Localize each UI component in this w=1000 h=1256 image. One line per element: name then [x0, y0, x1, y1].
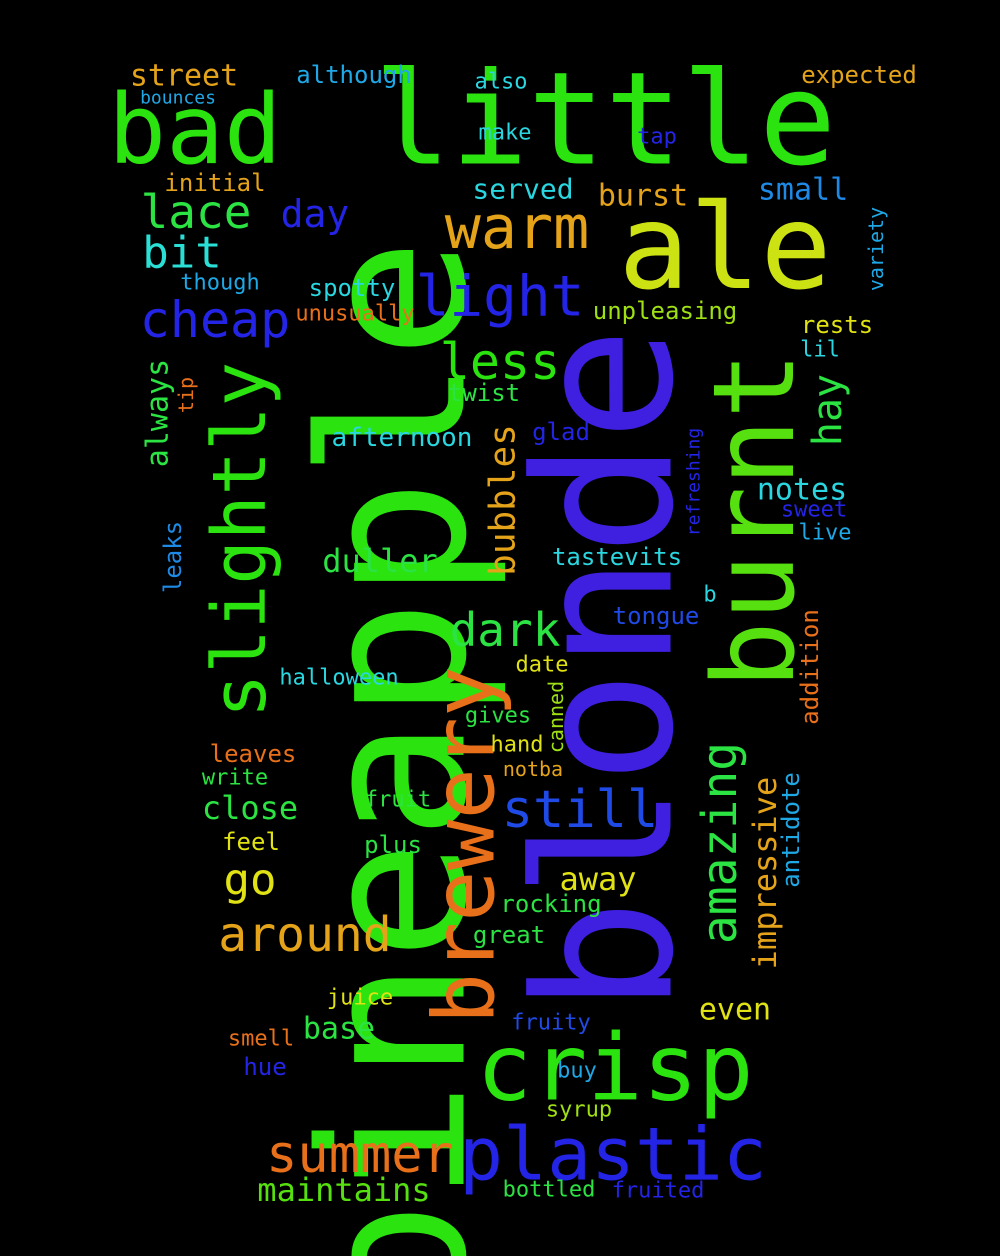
- word-less: less: [440, 333, 560, 391]
- word-day: day: [281, 192, 350, 236]
- word-crisp: crisp: [477, 1015, 754, 1122]
- word-addition: addition: [796, 609, 824, 725]
- word-sweet: sweet: [781, 498, 847, 523]
- word-b: b: [703, 583, 716, 608]
- word-summer: summer: [266, 1125, 454, 1185]
- word-tip: tip: [174, 377, 198, 413]
- word-street: street: [130, 59, 238, 94]
- word-syrup: syrup: [546, 1098, 612, 1123]
- word-cheap: cheap: [140, 291, 291, 349]
- word-go: go: [224, 855, 277, 906]
- word-warm: warm: [445, 193, 590, 263]
- word-little: little: [374, 46, 836, 195]
- word-blonde: blonde: [495, 327, 716, 1013]
- word-write: write: [202, 766, 268, 791]
- word-pineapple: pineapple: [279, 238, 512, 1256]
- word-great: great: [473, 921, 545, 949]
- word-bounces: bounces: [140, 88, 216, 109]
- word-around: around: [218, 907, 391, 963]
- word-still: still: [502, 780, 659, 840]
- word-dark: dark: [450, 603, 561, 657]
- word-bubbles: bubbles: [483, 424, 524, 576]
- word-ale: ale: [618, 178, 831, 316]
- word-initial: initial: [164, 169, 265, 197]
- word-spotty: spotty: [309, 274, 396, 302]
- word-fruit: fruit: [365, 788, 431, 813]
- word-bad: bad: [108, 74, 281, 186]
- word-brewery: brewery: [416, 666, 515, 1024]
- word-rests: rests: [801, 311, 873, 339]
- word-twist: twist: [448, 379, 520, 407]
- word-hue: hue: [243, 1053, 286, 1081]
- word-close: close: [202, 789, 298, 827]
- word-small: small: [758, 173, 848, 208]
- word-hand: hand: [491, 733, 544, 758]
- word-canned: canned: [544, 681, 568, 753]
- word-impressive: impressive: [746, 777, 784, 970]
- word-live: live: [799, 521, 852, 546]
- word-even: even: [699, 993, 771, 1028]
- word-plus: plus: [364, 831, 422, 859]
- word-gives: gives: [465, 704, 531, 729]
- word-expected: expected: [801, 61, 917, 89]
- word-tongue: tongue: [613, 602, 700, 630]
- word-duller: duller: [322, 542, 438, 580]
- word-amazing: amazing: [692, 742, 748, 944]
- word-halloween: halloween: [279, 666, 398, 691]
- word-always: always: [141, 359, 176, 467]
- word-base: base: [303, 1012, 375, 1047]
- word-tastevits: tastevits: [552, 543, 682, 571]
- word-although: although: [296, 61, 412, 89]
- word-rocking: rocking: [500, 890, 601, 918]
- word-burst: burst: [598, 179, 688, 214]
- word-bit: bit: [142, 228, 221, 279]
- word-group: pineappleblondelittleburntalebadbreweryc…: [108, 46, 916, 1256]
- word-notba: notba: [503, 757, 563, 781]
- word-though: though: [180, 271, 259, 296]
- word-hay: hay: [805, 374, 851, 446]
- word-fruity: fruity: [511, 1011, 590, 1036]
- word-bottled: bottled: [503, 1178, 596, 1203]
- word-burnt: burnt: [690, 351, 820, 688]
- word-tap: tap: [637, 125, 677, 150]
- word-also: also: [475, 70, 528, 95]
- word-antidote: antidote: [777, 772, 805, 888]
- word-lace: lace: [141, 185, 252, 239]
- word-date: date: [516, 653, 569, 678]
- word-lil: lil: [800, 338, 840, 363]
- word-variety: variety: [864, 207, 888, 291]
- word-leaves: leaves: [210, 740, 297, 768]
- word-afternoon: afternoon: [332, 423, 473, 453]
- word-slightly: slightly: [197, 362, 283, 718]
- word-feel: feel: [222, 828, 280, 856]
- word-served: served: [472, 173, 573, 206]
- word-make: make: [479, 121, 532, 146]
- word-fruited: fruited: [612, 1179, 705, 1204]
- word-away: away: [559, 860, 636, 898]
- word-buy: buy: [557, 1059, 597, 1084]
- word-light: light: [416, 265, 585, 330]
- word-plastic: plastic: [459, 1113, 767, 1198]
- word-notes: notes: [757, 473, 847, 508]
- word-smell: smell: [228, 1027, 294, 1052]
- word-juice: juice: [327, 986, 393, 1011]
- word-unusually: unusually: [295, 302, 414, 327]
- word-maintains: maintains: [257, 1171, 430, 1209]
- word-leaks: leaks: [159, 521, 187, 593]
- word-refreshing: refreshing: [684, 428, 705, 536]
- word-unpleasing: unpleasing: [593, 297, 738, 325]
- word-glad: glad: [532, 418, 590, 446]
